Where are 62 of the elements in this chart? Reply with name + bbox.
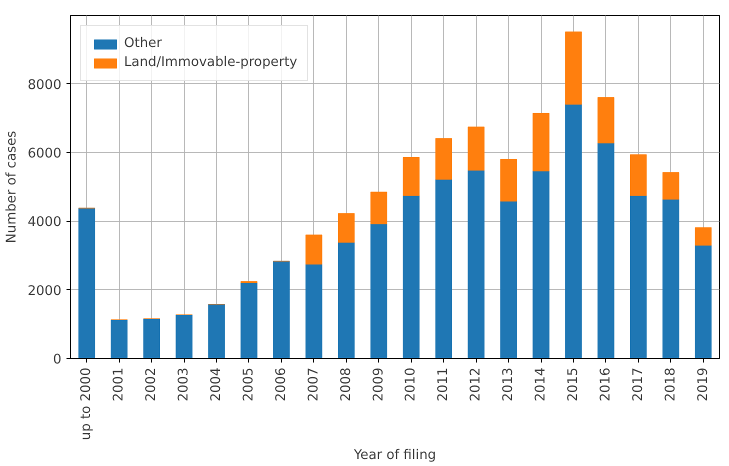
x-tick-label: 2002	[144, 367, 160, 402]
bar	[240, 282, 258, 358]
x-tick-label: 2003	[176, 367, 192, 402]
y-tick-label: 4000	[28, 215, 62, 230]
x-tick-label: 2011	[436, 367, 452, 402]
x-tick-label: up to 2000	[79, 367, 94, 440]
bar	[370, 224, 388, 358]
bar	[532, 170, 550, 358]
bar	[468, 126, 484, 171]
bar	[468, 170, 484, 358]
x-tick-label: 2008	[338, 367, 354, 402]
bar	[402, 195, 420, 358]
bar	[208, 304, 225, 358]
bar	[435, 138, 452, 180]
bar	[500, 201, 517, 358]
bar	[370, 192, 388, 224]
x-tick-label: 2006	[274, 367, 289, 402]
bar	[598, 142, 614, 358]
x-tick-label: 2010	[404, 367, 419, 402]
bar	[110, 319, 128, 358]
x-axis-title: Year of filing	[352, 448, 436, 464]
bar	[306, 264, 322, 358]
y-tick-label: 2000	[28, 284, 62, 299]
bar	[176, 314, 192, 358]
bar	[598, 97, 614, 144]
y-tick-label: 0	[53, 352, 62, 368]
x-tick-label: 2009	[371, 367, 386, 402]
bar	[273, 260, 290, 358]
bar	[630, 195, 647, 358]
x-tick-label: 2013	[501, 367, 516, 402]
bar	[338, 242, 355, 358]
x-tick-label: 2001	[112, 367, 127, 402]
bar	[630, 154, 647, 196]
x-tick-label: 2015	[566, 367, 581, 402]
x-tick-label: 2014	[534, 367, 549, 402]
legend-label: Other	[124, 36, 162, 51]
bar	[694, 245, 712, 358]
legend-label: Land/Immovable-property	[124, 55, 298, 70]
bar	[143, 318, 160, 358]
x-tick-label: 2016	[598, 367, 614, 402]
bar	[306, 234, 322, 264]
y-tick-label: 6000	[28, 146, 62, 162]
bar	[500, 158, 517, 202]
bar	[532, 112, 550, 172]
bar	[565, 104, 582, 358]
x-tick-label: 2019	[696, 367, 711, 402]
x-tick-label: 2018	[663, 367, 678, 402]
bar	[402, 157, 420, 196]
bar	[565, 32, 582, 105]
bar	[338, 213, 355, 243]
x-tick-label: 2007	[306, 367, 322, 402]
bar	[78, 208, 96, 358]
y-axis-title: Number of cases	[4, 130, 20, 244]
bar	[435, 179, 452, 358]
bar	[694, 227, 712, 246]
bar	[662, 172, 680, 200]
x-tick-label: 2012	[468, 367, 484, 402]
x-tick-label: 2005	[241, 367, 256, 402]
bar	[662, 199, 680, 358]
y-tick-label: 8000	[28, 78, 62, 93]
x-tick-label: 2017	[630, 367, 646, 402]
x-tick-label: 2004	[209, 367, 224, 402]
